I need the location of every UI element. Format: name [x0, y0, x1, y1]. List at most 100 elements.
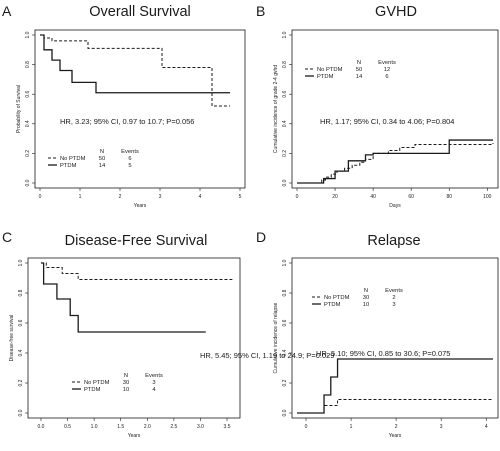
- series-no-ptdm: [297, 399, 493, 414]
- series-ptdm: [297, 139, 493, 184]
- x-tick-label: 3.0: [197, 424, 204, 430]
- series-ptdm: [297, 358, 493, 414]
- x-tick-label: 1.5: [117, 424, 124, 430]
- y-tick-label: 1.0: [18, 259, 24, 266]
- plot-frame: [34, 29, 246, 189]
- y-tick-label: 0.8: [18, 289, 24, 296]
- y-tick-label: 0.2: [282, 150, 288, 157]
- y-tick-label: 0.8: [282, 289, 288, 296]
- legend-n: 14: [99, 163, 106, 169]
- x-tick-label: 4: [199, 194, 202, 200]
- panel-b: B GVHD 0 20 40 60 80 100 0.0 0.2 0.4 0.6 0.8 1.0 Days C…: [256, 3, 499, 209]
- legend-events: 3: [392, 302, 395, 308]
- x-tick-label: 60: [408, 194, 414, 200]
- series-ptdm: [40, 262, 206, 333]
- x-tick-label: 3: [159, 194, 162, 200]
- y-tick-label: 0.6: [25, 91, 31, 98]
- legend-events: 4: [152, 387, 156, 393]
- plot-frame: [291, 257, 499, 419]
- y-tick-label: 0.0: [282, 179, 288, 186]
- y-tick-label: 0.6: [282, 91, 288, 98]
- series-no-ptdm: [40, 262, 233, 280]
- x-tick-label: 2: [119, 194, 122, 200]
- legend: N Events No PTDM 50 12 PTDM 14 6: [305, 60, 396, 80]
- x-tick-label: 0.0: [37, 424, 44, 430]
- x-tick-label: 2.5: [170, 424, 177, 430]
- series-no-ptdm: [297, 143, 494, 184]
- panel-letter: C: [2, 229, 12, 245]
- legend: N Events No PTDM 50 6 PTDM 14 5: [48, 149, 139, 169]
- plot-frame: [291, 29, 499, 189]
- legend-label: PTDM: [317, 74, 334, 80]
- legend-label: No PTDM: [84, 380, 110, 386]
- y-tick-label: 0.4: [282, 120, 288, 127]
- legend-label: No PTDM: [317, 67, 343, 73]
- legend-header-n: N: [364, 288, 368, 294]
- y-tick-label: 0.0: [25, 179, 31, 186]
- hazard-ratio-annotation: HR, 5.45; 95% CI, 1.19 to 24.9; P=0.029: [200, 351, 334, 360]
- y-tick-label: 0.2: [25, 150, 31, 157]
- x-tick-label: 100: [483, 194, 492, 200]
- y-axis-label: Disease-free survival: [9, 315, 15, 362]
- legend-label: PTDM: [60, 163, 77, 169]
- x-tick-label: 2.0: [144, 424, 151, 430]
- y-tick-label: 0.8: [282, 61, 288, 68]
- x-tick-label: 0: [305, 424, 308, 430]
- legend: N Events No PTDM 30 3 PTDM 10 4: [72, 373, 163, 393]
- legend-header-events: Events: [121, 149, 139, 155]
- legend-events: 6: [385, 74, 388, 80]
- panel-title: Relapse: [367, 233, 420, 249]
- y-tick-label: 0.0: [18, 409, 24, 416]
- y-tick-label: 0.2: [282, 379, 288, 386]
- y-tick-label: 1.0: [282, 31, 288, 38]
- x-tick-label: 3: [440, 424, 443, 430]
- y-axis-label: Cumulative incidence of grade 2-4 gvhd: [273, 65, 279, 153]
- y-tick-label: 0.4: [282, 349, 288, 356]
- legend-label: No PTDM: [60, 156, 86, 162]
- legend-header-events: Events: [385, 288, 403, 294]
- legend-header-events: Events: [378, 60, 396, 66]
- x-tick-label: 0.5: [64, 424, 71, 430]
- legend-n: 10: [123, 387, 129, 393]
- x-tick-label: 1: [79, 194, 82, 200]
- panel-letter: A: [2, 3, 12, 19]
- legend-events: 5: [128, 163, 131, 169]
- y-tick-label: 0.8: [25, 61, 31, 68]
- legend-events: 2: [392, 295, 395, 301]
- legend-n: 30: [123, 380, 129, 386]
- legend-n: 14: [356, 74, 363, 80]
- x-tick-label: 5: [239, 194, 242, 200]
- legend-n: 50: [356, 67, 362, 73]
- y-axis-label: Cumulative incidence of relapse: [273, 302, 279, 373]
- legend-n: 30: [363, 295, 369, 301]
- hazard-ratio-annotation: HR, 3.23; 95% CI, 0.97 to 10.7; P=0.056: [60, 117, 194, 126]
- x-tick-label: 20: [332, 194, 338, 200]
- legend-label: No PTDM: [324, 295, 350, 301]
- x-tick-label: 4: [485, 424, 488, 430]
- legend-header-events: Events: [145, 373, 163, 379]
- x-tick-label: 1: [350, 424, 353, 430]
- y-tick-label: 1.0: [282, 259, 288, 266]
- panel-letter: D: [256, 229, 266, 245]
- y-tick-label: 0.0: [282, 409, 288, 416]
- y-tick-label: 1.0: [25, 31, 31, 38]
- y-axis-label: Probability of Survival: [16, 85, 22, 133]
- panel-title: GVHD: [375, 4, 417, 20]
- x-axis-label: Years: [389, 433, 402, 439]
- x-tick-label: 0: [39, 194, 42, 200]
- legend-header-n: N: [124, 373, 128, 379]
- y-tick-label: 0.6: [18, 319, 24, 326]
- y-tick-label: 0.6: [282, 319, 288, 326]
- legend-events: 12: [384, 67, 390, 73]
- panel-title: Overall Survival: [89, 4, 191, 20]
- legend-events: 3: [152, 380, 155, 386]
- x-tick-label: 40: [370, 194, 376, 200]
- panel-title: Disease-Free Survival: [65, 233, 208, 249]
- legend-header-n: N: [357, 60, 361, 66]
- plot-frame: [27, 257, 241, 419]
- x-axis-label: Years: [128, 433, 141, 439]
- x-axis-label: Years: [134, 203, 147, 209]
- legend-events: 6: [128, 156, 131, 162]
- x-axis-label: Days: [389, 203, 401, 209]
